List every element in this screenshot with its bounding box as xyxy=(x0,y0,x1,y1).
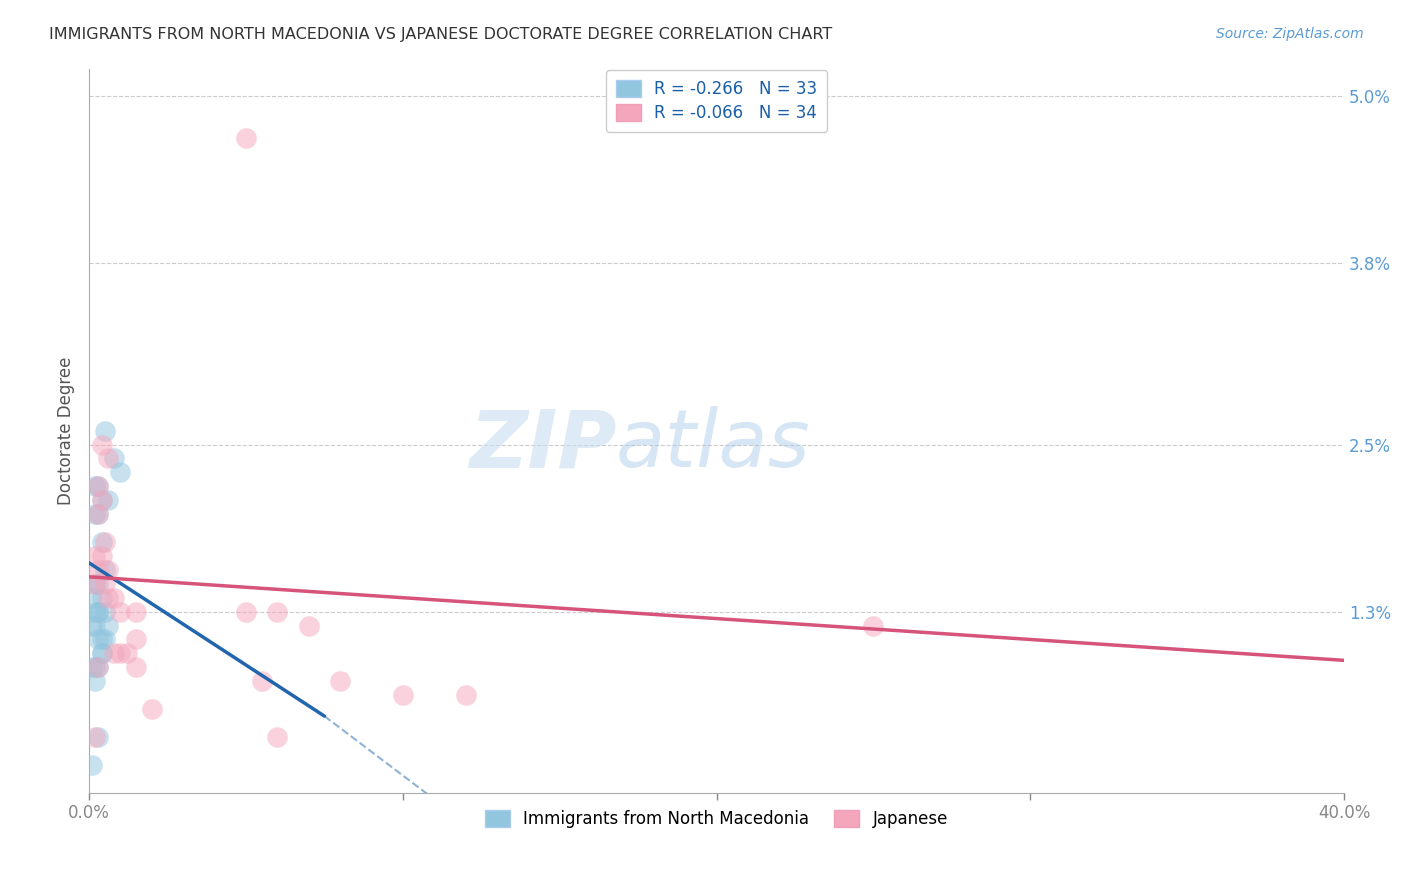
Text: IMMIGRANTS FROM NORTH MACEDONIA VS JAPANESE DOCTORATE DEGREE CORRELATION CHART: IMMIGRANTS FROM NORTH MACEDONIA VS JAPAN… xyxy=(49,27,832,42)
Point xyxy=(110,605,132,619)
Text: Source: ZipAtlas.com: Source: ZipAtlas.com xyxy=(1216,27,1364,41)
Point xyxy=(94,563,117,577)
Point xyxy=(391,688,413,702)
Point xyxy=(94,605,117,619)
Point xyxy=(125,660,148,674)
Point xyxy=(115,647,138,661)
Point xyxy=(87,660,110,674)
Point xyxy=(110,466,132,480)
Point xyxy=(84,605,107,619)
Point xyxy=(84,618,107,632)
Point xyxy=(94,424,117,438)
Point xyxy=(90,647,112,661)
Point xyxy=(97,591,120,605)
Point xyxy=(141,702,163,716)
Point xyxy=(862,618,884,632)
Point xyxy=(94,576,117,591)
Point xyxy=(329,674,352,689)
Point xyxy=(235,605,257,619)
Point xyxy=(84,479,107,493)
Y-axis label: Doctorate Degree: Doctorate Degree xyxy=(58,357,75,505)
Point xyxy=(125,605,148,619)
Point xyxy=(125,632,148,647)
Point xyxy=(298,618,321,632)
Point xyxy=(84,549,107,563)
Point xyxy=(87,605,110,619)
Point xyxy=(84,660,107,674)
Point xyxy=(87,479,110,493)
Point xyxy=(84,576,107,591)
Legend: Immigrants from North Macedonia, Japanese: Immigrants from North Macedonia, Japanes… xyxy=(478,804,955,835)
Point xyxy=(87,563,110,577)
Point xyxy=(266,730,288,744)
Point xyxy=(97,451,120,466)
Point xyxy=(103,647,125,661)
Text: ZIP: ZIP xyxy=(468,406,616,484)
Point xyxy=(90,437,112,451)
Point xyxy=(103,591,125,605)
Point xyxy=(87,632,110,647)
Point xyxy=(87,479,110,493)
Point xyxy=(82,591,104,605)
Point xyxy=(94,535,117,549)
Point xyxy=(235,131,257,145)
Text: atlas: atlas xyxy=(616,406,811,484)
Point xyxy=(97,618,120,632)
Point xyxy=(103,451,125,466)
Point xyxy=(87,507,110,521)
Point xyxy=(90,535,112,549)
Point xyxy=(87,507,110,521)
Point xyxy=(97,493,120,508)
Point xyxy=(82,757,104,772)
Point xyxy=(84,674,107,689)
Point xyxy=(90,647,112,661)
Point xyxy=(90,493,112,508)
Point xyxy=(87,576,110,591)
Point xyxy=(87,660,110,674)
Point xyxy=(266,605,288,619)
Point xyxy=(454,688,477,702)
Point xyxy=(94,632,117,647)
Point xyxy=(84,576,107,591)
Point xyxy=(82,618,104,632)
Point xyxy=(250,674,273,689)
Point xyxy=(84,507,107,521)
Point xyxy=(87,605,110,619)
Point xyxy=(87,730,110,744)
Point xyxy=(90,493,112,508)
Point xyxy=(110,647,132,661)
Point xyxy=(84,730,107,744)
Point xyxy=(90,632,112,647)
Point xyxy=(90,549,112,563)
Point xyxy=(97,563,120,577)
Point xyxy=(90,591,112,605)
Point xyxy=(82,660,104,674)
